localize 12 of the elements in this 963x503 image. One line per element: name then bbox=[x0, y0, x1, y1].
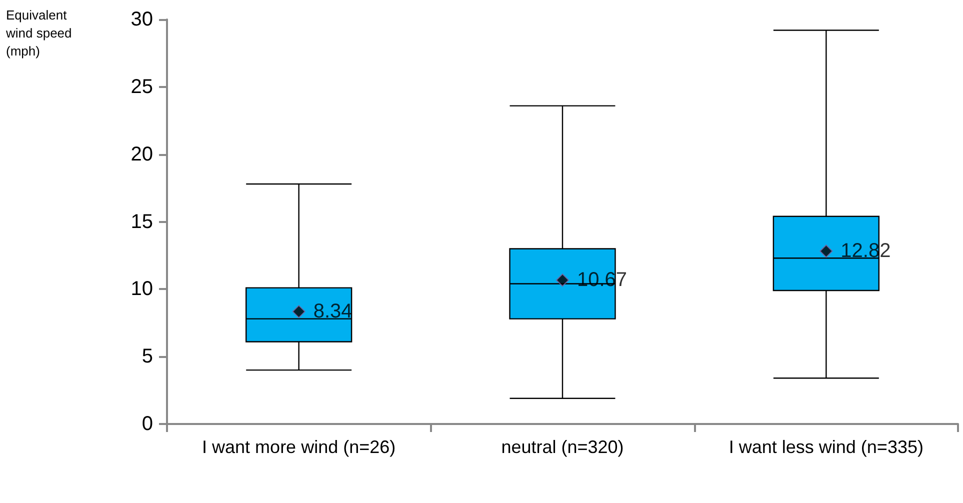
x-tick-label: I want less wind (n=335) bbox=[728, 437, 924, 457]
y-axis-title: Equivalent wind speed (mph) bbox=[5, 8, 76, 58]
y-tick-label: 15 bbox=[130, 210, 153, 233]
y-tick-label: 5 bbox=[142, 346, 153, 368]
x-tick-label: neutral (n=320) bbox=[501, 437, 624, 457]
y-tick-label: 0 bbox=[142, 413, 153, 435]
y-tick-label: 30 bbox=[130, 8, 153, 30]
text: 8.34 bbox=[313, 300, 352, 323]
x-tick-label: I want more wind (n=26) bbox=[202, 437, 396, 457]
y-tick-label: 20 bbox=[130, 143, 153, 166]
y-tick-label: 10 bbox=[130, 278, 153, 300]
y-tick-label: 25 bbox=[130, 76, 153, 98]
